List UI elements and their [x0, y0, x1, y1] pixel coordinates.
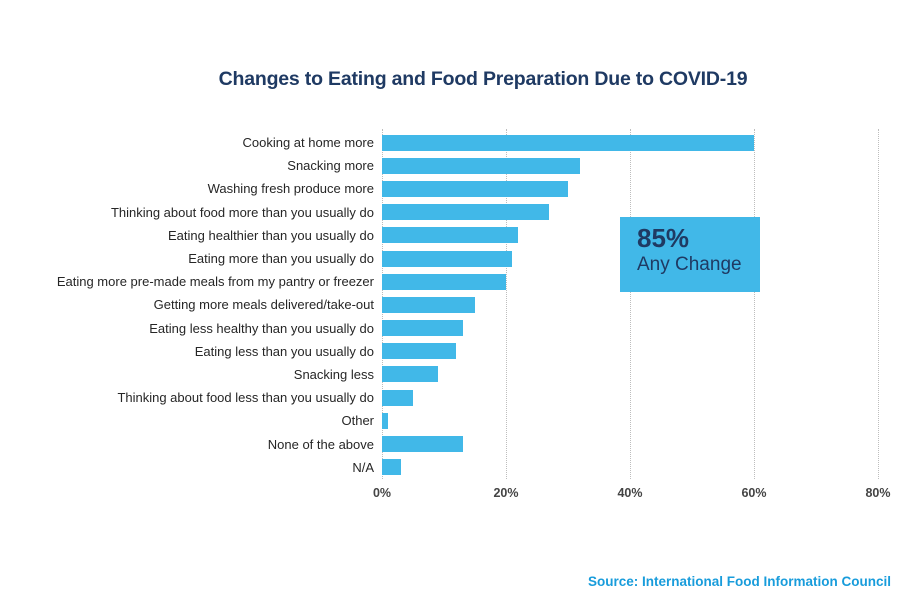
bar	[382, 250, 513, 267]
gridline	[506, 129, 507, 479]
bar-rows: Cooking at home more Snacking more Washing…	[0, 131, 878, 479]
source-credit: Source: International Food Information C…	[588, 574, 891, 589]
bar-row: Eating more than you usually do	[0, 247, 878, 270]
bar-track	[382, 459, 878, 476]
bar-row: Cooking at home more	[0, 131, 878, 154]
category-label: Other	[341, 413, 374, 429]
bar-track	[382, 296, 878, 313]
bar-track	[382, 343, 878, 360]
gridline	[878, 129, 879, 479]
bar-row: Thinking about food more than you usuall…	[0, 201, 878, 224]
category-label: Snacking more	[287, 158, 374, 174]
category-label: Eating healthier than you usually do	[168, 227, 374, 243]
bar	[382, 180, 568, 197]
bar	[382, 459, 401, 476]
x-tick-label: 60%	[741, 486, 767, 500]
category-label: Washing fresh produce more	[207, 181, 374, 197]
category-label: Cooking at home more	[242, 135, 374, 151]
callout-value: 85%	[637, 223, 690, 253]
any-change-callout: 85% Any Change	[620, 217, 760, 292]
bar-track	[382, 320, 878, 337]
bar-row: Getting more meals delivered/take-out	[0, 293, 878, 316]
bar	[382, 227, 519, 244]
bar-row: None of the above	[0, 432, 878, 455]
category-label: Eating more pre-made meals from my pantr…	[56, 274, 374, 290]
bar-track	[382, 389, 878, 406]
bar-track	[382, 436, 878, 453]
category-label: Eating less healthy than you usually do	[149, 320, 374, 336]
bar-track	[382, 180, 878, 197]
category-label: N/A	[352, 459, 374, 475]
bar	[382, 134, 754, 151]
bar-track	[382, 227, 878, 244]
bar-track	[382, 204, 878, 221]
bar-row: Eating healthier than you usually do	[0, 224, 878, 247]
bar-row: Thinking about food less than you usuall…	[0, 386, 878, 409]
category-label: Snacking less	[293, 366, 374, 382]
bar	[382, 343, 457, 360]
bar-track	[382, 412, 878, 429]
category-label: Thinking about food more than you usuall…	[110, 204, 374, 220]
gridline	[630, 129, 631, 479]
bar-row: Eating less healthy than you usually do	[0, 317, 878, 340]
bar-row: Washing fresh produce more	[0, 177, 878, 200]
chart-title: Changes to Eating and Food Preparation D…	[218, 68, 748, 90]
x-tick-label: 80%	[865, 486, 891, 500]
bar	[382, 389, 413, 406]
bar	[382, 436, 463, 453]
x-axis: 0% 20% 40% 60% 80%	[373, 486, 891, 504]
bar-row: Snacking more	[0, 154, 878, 177]
bar-track	[382, 273, 878, 290]
gridline	[754, 129, 755, 479]
bar	[382, 204, 550, 221]
bar	[382, 412, 389, 429]
category-label: Thinking about food less than you usuall…	[117, 390, 374, 406]
category-label: Eating more than you usually do	[188, 251, 374, 267]
bar-track	[382, 366, 878, 383]
bar	[382, 320, 463, 337]
callout-label: Any Change	[637, 253, 742, 275]
bar-track	[382, 134, 878, 151]
bar-track	[382, 250, 878, 267]
x-tick-label: 40%	[617, 486, 643, 500]
bar	[382, 296, 475, 313]
category-label: None of the above	[267, 436, 374, 452]
bar-row: Snacking less	[0, 363, 878, 386]
bar	[382, 157, 581, 174]
category-label: Getting more meals delivered/take-out	[153, 297, 374, 313]
bar-row: Eating more pre-made meals from my pantr…	[0, 270, 878, 293]
bar	[382, 366, 438, 383]
bar-row: Eating less than you usually do	[0, 340, 878, 363]
bar-track	[382, 157, 878, 174]
x-tick-label: 0%	[372, 486, 392, 500]
category-label: Eating less than you usually do	[194, 343, 374, 359]
bar-row: N/A	[0, 456, 878, 479]
x-tick-label: 20%	[493, 486, 519, 500]
bar-row: Other	[0, 409, 878, 432]
bar	[382, 273, 506, 290]
